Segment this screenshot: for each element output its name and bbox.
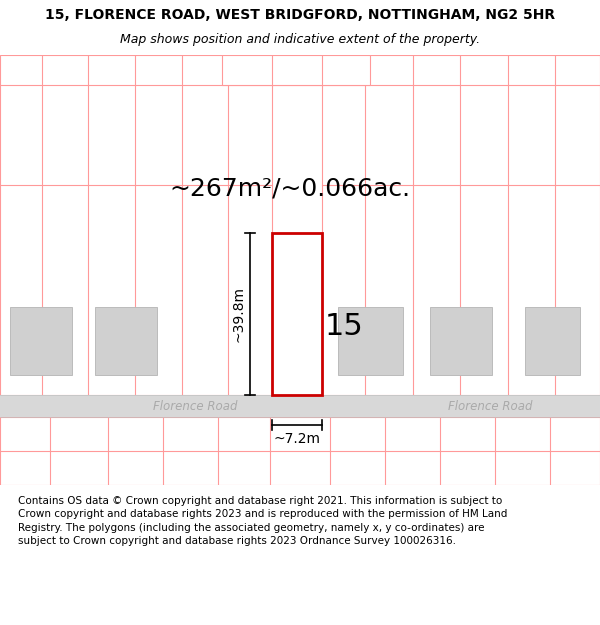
Bar (322, 55, 600, 395)
Bar (10, 307, 72, 375)
Bar (0, 55, 272, 395)
Text: Florence Road: Florence Road (448, 399, 532, 412)
Text: ~39.8m: ~39.8m (232, 286, 246, 342)
Bar (0, 417, 600, 485)
Bar (430, 307, 492, 375)
Text: Contains OS data © Crown copyright and database right 2021. This information is : Contains OS data © Crown copyright and d… (18, 496, 508, 546)
Text: 15, FLORENCE ROAD, WEST BRIDGFORD, NOTTINGHAM, NG2 5HR: 15, FLORENCE ROAD, WEST BRIDGFORD, NOTTI… (45, 8, 555, 22)
Bar (525, 307, 580, 375)
Bar (95, 307, 157, 375)
Text: Map shows position and indicative extent of the property.: Map shows position and indicative extent… (120, 33, 480, 46)
Bar (222, 55, 370, 85)
Text: Florence Road: Florence Road (153, 399, 237, 412)
Text: ~267m²/~0.066ac.: ~267m²/~0.066ac. (169, 176, 410, 200)
Bar (272, 233, 322, 395)
Text: 15: 15 (325, 312, 364, 341)
Text: ~7.2m: ~7.2m (274, 432, 320, 446)
Bar (338, 307, 403, 375)
Bar (0, 395, 600, 417)
